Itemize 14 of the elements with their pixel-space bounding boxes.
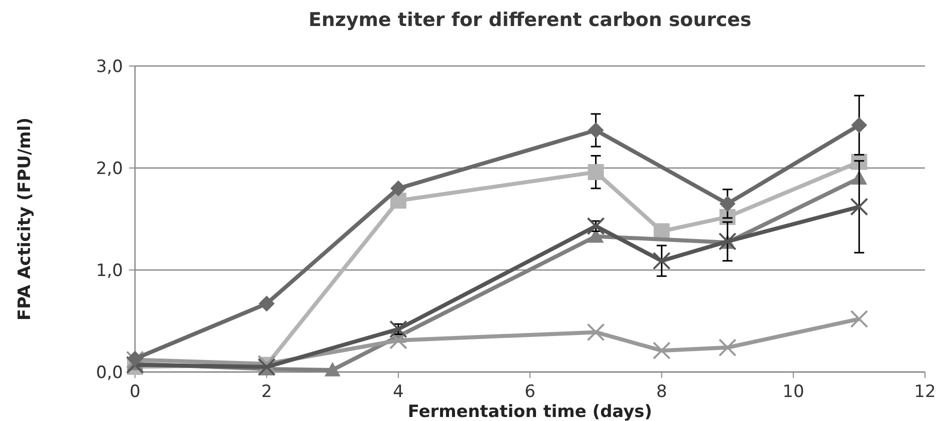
x-tick-label: 8: [656, 382, 668, 402]
x-tick-label: 6: [524, 382, 536, 402]
x-tick-label: 10: [782, 382, 804, 402]
y-tick-label: 3,0: [96, 57, 123, 77]
y-tick-label: 0,0: [96, 363, 123, 383]
x-tick-label: 0: [130, 382, 140, 402]
x-axis-title: Fermentation time (days): [408, 402, 652, 421]
y-axis-title: FPA Acticity (FPU/ml): [15, 118, 35, 320]
x-tick-label: 2: [261, 382, 272, 402]
y-tick-label: 1,0: [96, 261, 123, 281]
y-tick-label: 2,0: [96, 159, 123, 179]
x-tick-label: 4: [392, 382, 404, 402]
x-tick-label: 12: [914, 382, 936, 402]
chart-title: Enzyme titer for different carbon sources: [308, 9, 752, 31]
